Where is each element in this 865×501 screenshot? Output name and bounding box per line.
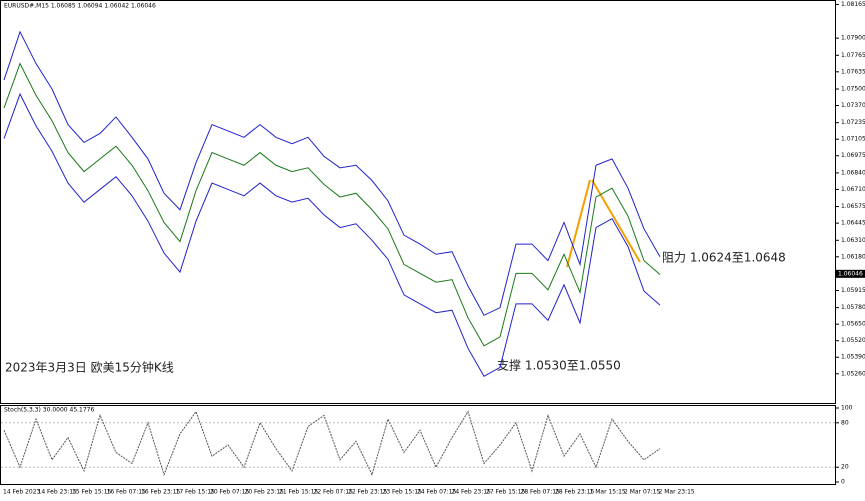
y-tick-label: 0 [841, 479, 845, 486]
y-tick-label: 1.07900 [841, 35, 865, 42]
y-tick-label: 1.07500 [841, 85, 865, 92]
x-tick-label: 15 Feb 15:15 [72, 489, 112, 496]
y-tick-label: 1.05520 [841, 337, 865, 344]
y-tick-label: 1.05260 [841, 370, 865, 377]
symbol-header: EURUSD#,M15 1.06085 1.06094 1.06042 1.06… [4, 3, 156, 10]
x-tick-label: 14 Feb 2023 [3, 489, 41, 496]
last-price-box [836, 269, 865, 278]
x-tick-label: 24 Feb 07:15 [417, 489, 457, 496]
x-tick-label: 22 Feb 23:15 [348, 489, 388, 496]
y-tick-label: 80 [841, 419, 849, 426]
x-tick-label: 28 Feb 23:15 [555, 489, 595, 496]
y-tick-label: 1.07105 [841, 136, 865, 143]
y-tick-label: 1.06310 [841, 237, 865, 244]
x-tick-label: 2 Mar 23:15 [659, 489, 695, 496]
y-tick-label: 1.05915 [841, 287, 865, 294]
y-tick-label: 20 [841, 464, 849, 471]
resistance-note: 阻力 1.0624至1.0648 [662, 251, 786, 265]
y-tick-label: 1.06975 [841, 152, 865, 159]
y-tick-label: 1.05650 [841, 321, 865, 328]
y-tick-label: 1.08165 [841, 1, 865, 8]
y-tick-label: 1.07235 [841, 119, 865, 126]
x-tick-label: 20 Feb 23:15 [245, 489, 285, 496]
x-tick-label: 28 Feb 07:15 [521, 489, 561, 496]
series-line [3, 62, 661, 347]
y-tick-label: 1.05390 [841, 354, 865, 361]
y-tick-label: 1.05780 [841, 304, 865, 311]
x-tick-label: 16 Feb 07:15 [107, 489, 147, 496]
last-price-label: 1.06046 [838, 270, 863, 277]
series-line [3, 410, 661, 477]
x-tick-label: 1 Mar 15:15 [590, 489, 626, 496]
y-tick-label: 100 [841, 405, 853, 412]
x-tick-label: 16 Feb 23:15 [141, 489, 181, 496]
x-tick-label: 24 Feb 23:15 [452, 489, 492, 496]
trend-line [591, 179, 641, 263]
x-tick-label: 21 Feb 15:15 [279, 489, 319, 496]
y-tick-label: 1.06575 [841, 203, 865, 210]
x-tick-label: 22 Feb 07:15 [314, 489, 354, 496]
y-tick-label: 1.07370 [841, 102, 865, 109]
date-note: 2023年3月3日 欧美15分钟K线 [5, 360, 174, 375]
x-tick-label: 17 Feb 15:15 [176, 489, 216, 496]
y-tick-label: 1.07635 [841, 68, 865, 75]
y-tick-label: 1.07765 [841, 52, 865, 59]
y-tick-label: 1.06710 [841, 186, 865, 193]
x-tick-label: 27 Feb 15:15 [486, 489, 526, 496]
x-tick-label: 2 Mar 07:15 [624, 489, 660, 496]
stoch-header: Stoch(5,3,3) 30.0000 45.1776 [4, 407, 95, 414]
main-panel [0, 0, 836, 404]
support-note: 支撑 1.0530至1.0550 [497, 358, 621, 373]
x-tick-label: 23 Feb 15:15 [383, 489, 423, 496]
stoch-panel [0, 405, 836, 485]
trend-line [566, 179, 591, 268]
series-line [3, 92, 661, 377]
x-tick-label: 20 Feb 07:15 [210, 489, 250, 496]
y-tick-label: 1.06445 [841, 220, 865, 227]
x-tick-label: 14 Feb 23:15 [38, 489, 78, 496]
y-tick-label: 1.06180 [841, 253, 865, 260]
y-tick-label: 1.06840 [841, 169, 865, 176]
series-line [3, 30, 661, 316]
